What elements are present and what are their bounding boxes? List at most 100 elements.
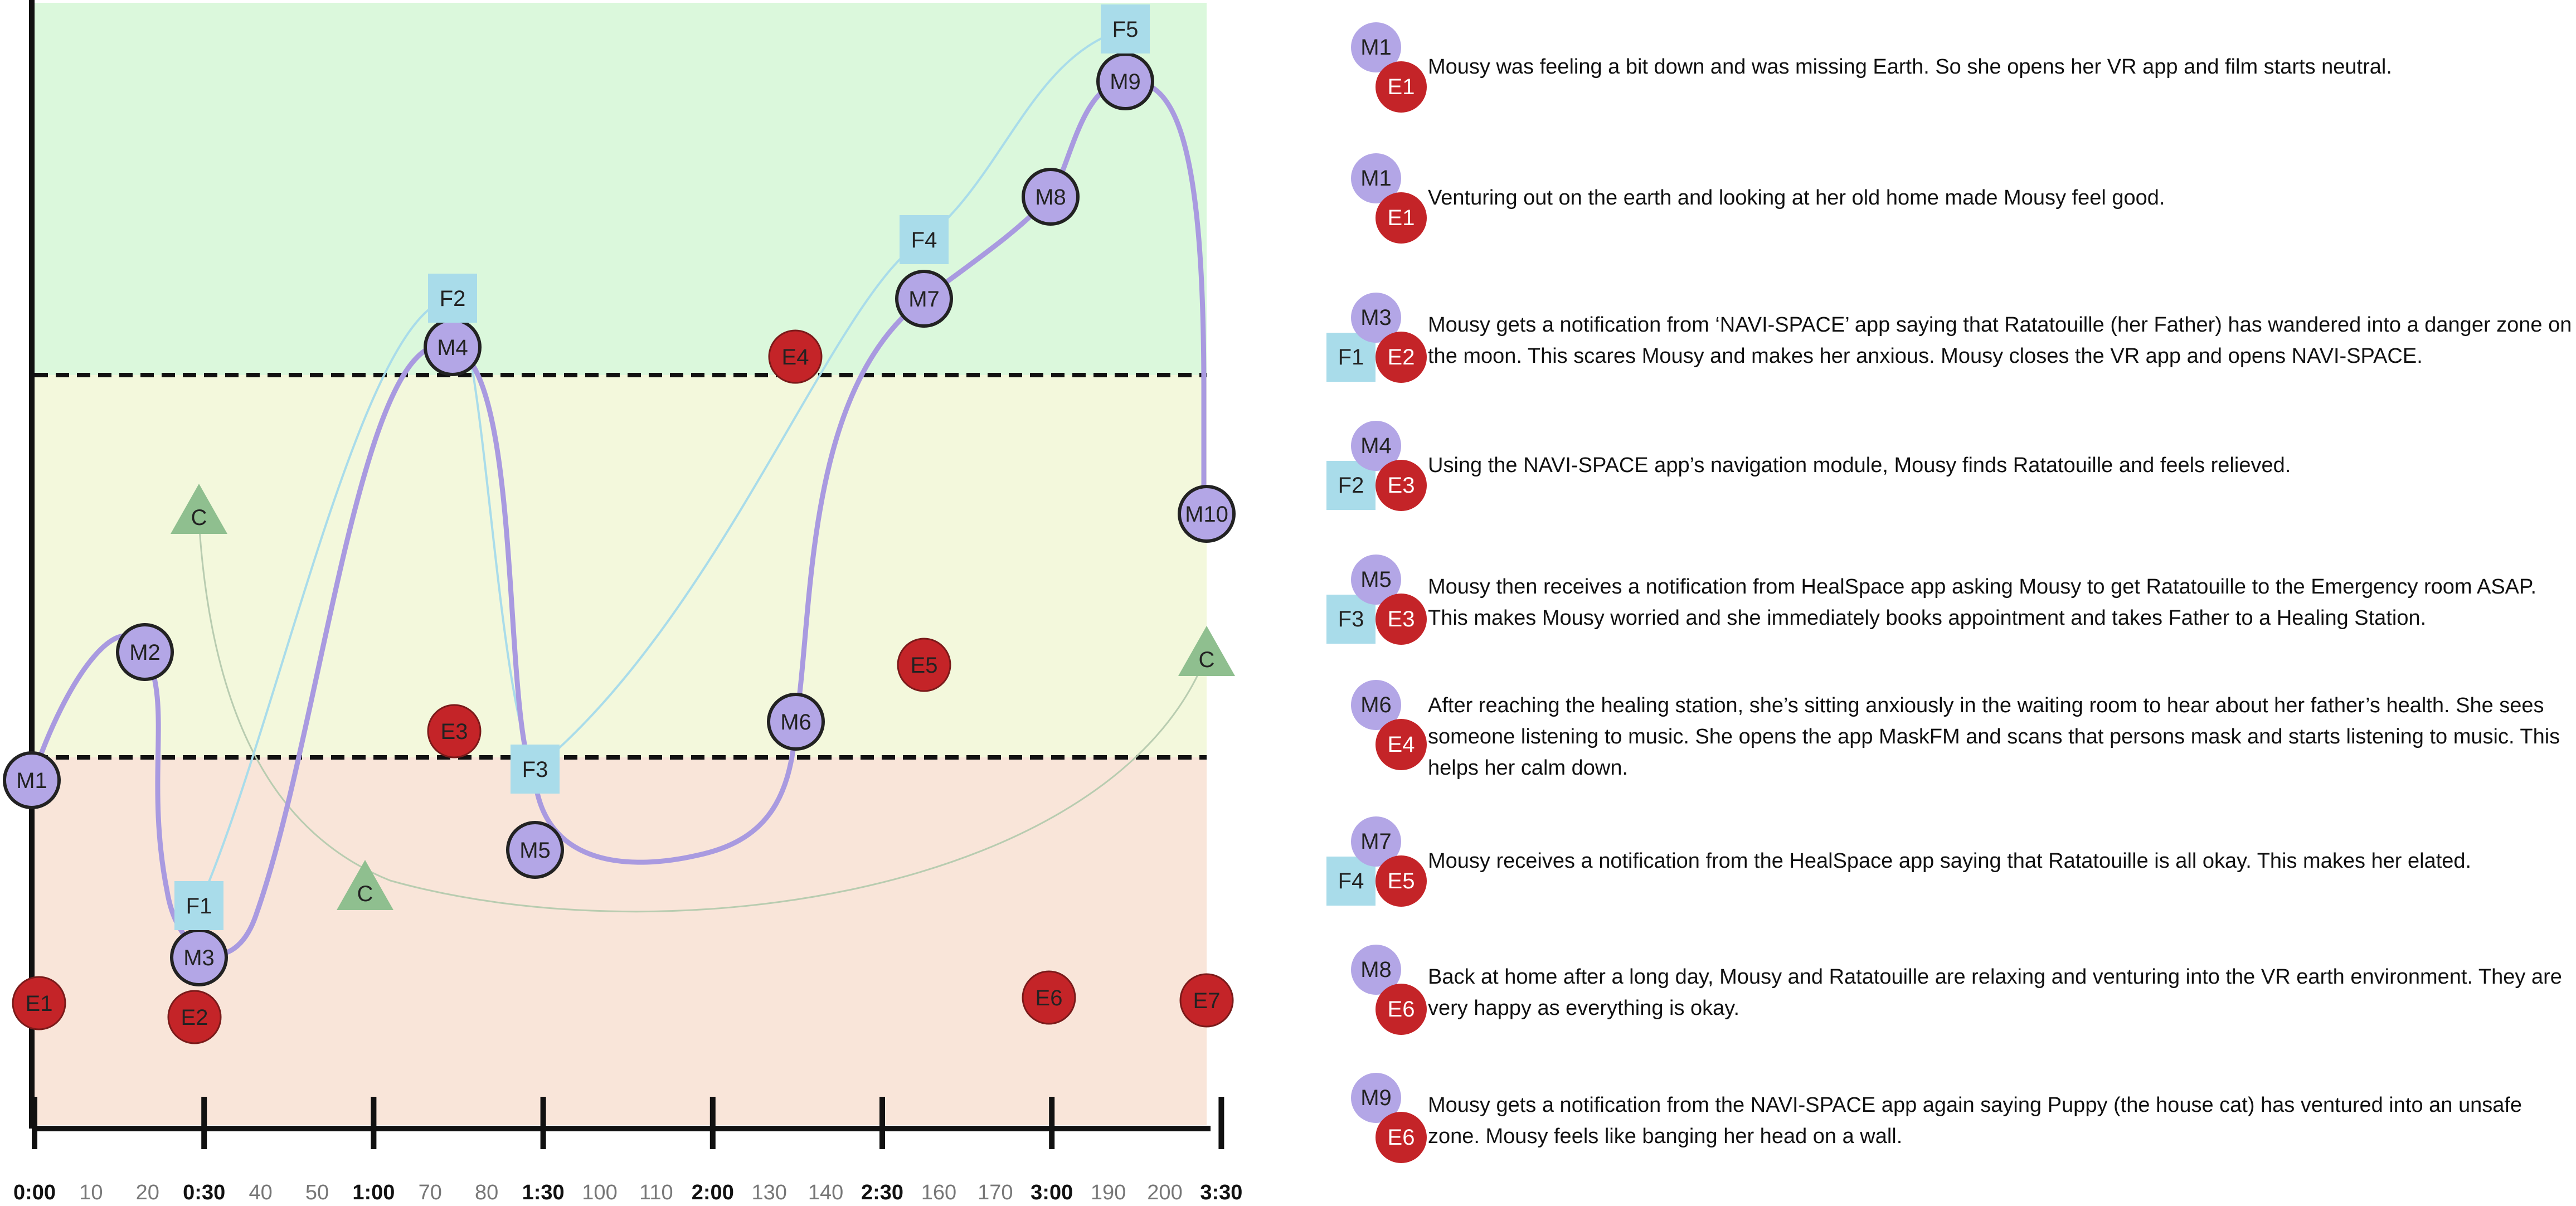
legend-icon-group: M8 E6: [1326, 945, 1432, 1056]
node-label: F5: [1112, 17, 1139, 42]
node-f2: F2: [428, 274, 477, 323]
event-icon: E6: [1376, 984, 1427, 1035]
diagram-nodes: M1 M2 M3 M4 M5 M6 M7 M8 M9 M10 E1 E2 E3 E4 E5 E6 E7 F1 F2 F…: [3, 4, 1236, 1044]
node-label: M6: [780, 710, 811, 735]
mood-icon: M8: [1351, 945, 1401, 995]
axis-tick-label: 3:30: [1200, 1181, 1242, 1204]
node-m10: M10: [1178, 485, 1236, 543]
node-f5: F5: [1101, 4, 1150, 54]
node-label: E6: [1036, 986, 1063, 1010]
node-m4: M4: [424, 318, 482, 376]
event-icon: E1: [1376, 61, 1427, 113]
axis-tick-label: 2:30: [861, 1181, 903, 1204]
node-m6: M6: [767, 693, 825, 751]
zone-neutral: [33, 375, 1207, 757]
legend-description: Venturing out on the earth and looking a…: [1428, 186, 2165, 210]
event-icon: E3: [1376, 460, 1427, 511]
axis-tick-label: 2:00: [692, 1181, 734, 1204]
zone-positive: [33, 3, 1207, 375]
node-e3: E3: [427, 704, 482, 758]
axis-tick-label: 190: [1091, 1181, 1126, 1204]
legend-row: F1 M3 E2 Mousy gets a notification from ‘NA…: [1293, 293, 2572, 404]
node-c2: C: [337, 860, 393, 910]
legend-icon-group: M1 E1: [1326, 153, 1432, 265]
node-label: C: [1199, 648, 1215, 672]
node-label: F3: [522, 757, 548, 782]
x-axis-ticks: [32, 1097, 1224, 1149]
x-axis: [29, 0, 1211, 1131]
node-e6: E6: [1022, 970, 1076, 1025]
journey-diagram: 0:00 10 20 0:30 40 50 1:00 70 80 1:30 100 110 2:00 13…: [3, 0, 1242, 1204]
legend-row: M9 E6 Mousy gets a notification from the N…: [1293, 1073, 2564, 1184]
legend-icon-group: F3 M5 E3: [1326, 555, 1432, 666]
node-label: M5: [519, 838, 551, 863]
axis-tick-label: 170: [978, 1181, 1013, 1204]
node-label: E4: [782, 345, 809, 369]
node-label: E2: [181, 1005, 208, 1030]
node-m7: M7: [895, 270, 953, 328]
node-f4: F4: [900, 215, 949, 264]
node-c3: C: [1178, 626, 1235, 676]
axis-tick-label: 140: [808, 1181, 843, 1204]
node-m3: M3: [170, 928, 228, 986]
axis-tick-label: 1:30: [522, 1181, 565, 1204]
axis-tick-label: 0:00: [13, 1181, 56, 1204]
node-label: C: [357, 882, 373, 906]
event-icon: E4: [1376, 719, 1427, 770]
node-m1: M1: [3, 751, 61, 809]
node-m2: M2: [116, 623, 174, 681]
axis-tick-label: 50: [305, 1181, 329, 1204]
node-label: M7: [908, 287, 940, 312]
axis-tick-label: 70: [419, 1181, 442, 1204]
node-label: E3: [441, 719, 468, 744]
node-label: E5: [911, 653, 938, 678]
legend-icon-group: F1 M3 E2: [1326, 293, 1432, 404]
node-label: F2: [440, 286, 466, 311]
axis-tick-label: 110: [639, 1181, 673, 1204]
axis-tick-label: 200: [1147, 1181, 1182, 1204]
node-f3: F3: [511, 745, 560, 794]
node-m9: M9: [1096, 52, 1154, 110]
legend-description: Mousy was feeling a bit down and was mis…: [1428, 55, 2392, 79]
node-f1: F1: [174, 881, 223, 930]
node-e2: E2: [167, 990, 222, 1044]
legend-description: Mousy then receives a notification from …: [1428, 575, 2537, 630]
legend-description: Mousy receives a notification from the H…: [1428, 849, 2472, 873]
legend-row: F4 M7 E5 Mousy receives a notification from…: [1293, 816, 2564, 928]
axis-tick-label: 80: [475, 1181, 498, 1204]
legend-icon-group: M9 E6: [1326, 1073, 1432, 1184]
legend-row: F2 M4 E3 Using the NAVI-SPACE app’s navigat…: [1293, 421, 2564, 532]
node-label: M1: [16, 769, 47, 793]
axis-tick-label: 1:00: [352, 1181, 395, 1204]
mood-icon: M1: [1351, 153, 1401, 203]
axis-tick-label: 40: [249, 1181, 272, 1204]
axis-tick-label: 20: [136, 1181, 159, 1204]
legend-row: M8 E6 Back at home after a long day, Mousy…: [1293, 945, 2564, 1056]
node-label: M2: [129, 640, 161, 665]
context-connectors: [198, 521, 1208, 913]
legend-row: F3 M5 E3 Mousy then receives a notification…: [1293, 555, 2564, 666]
axis-tick-label: 0:30: [183, 1181, 225, 1204]
axis-tick-label: 3:00: [1031, 1181, 1073, 1204]
x-axis-labels: 0:00 10 20 0:30 40 50 1:00 70 80 1:30 100 110 2:00 13…: [13, 1181, 1242, 1204]
event-icon: E1: [1376, 192, 1427, 244]
node-e1: E1: [12, 976, 66, 1030]
node-label: E1: [26, 991, 53, 1016]
event-icon: E6: [1376, 1112, 1427, 1163]
legend-row: M6 E4 After reaching the healing station, …: [1293, 680, 2564, 791]
node-label: F1: [186, 894, 212, 918]
axis-tick-label: 10: [79, 1181, 103, 1204]
node-label: M9: [1110, 70, 1141, 94]
legend-description: After reaching the healing station, she’…: [1428, 694, 2560, 780]
node-label: F4: [911, 228, 937, 252]
node-label: M8: [1035, 185, 1066, 210]
node-label: C: [191, 505, 207, 530]
legend-icon-group: M6 E4: [1326, 680, 1432, 791]
event-icon: E5: [1376, 855, 1427, 907]
event-icon: E3: [1376, 594, 1427, 645]
node-label: M3: [183, 946, 215, 970]
axis-tick-label: 100: [582, 1181, 617, 1204]
legend-description: Mousy gets a notification from the NAVI-…: [1428, 1093, 2522, 1148]
node-e7: E7: [1179, 973, 1234, 1028]
axis-tick-label: 130: [751, 1181, 786, 1204]
